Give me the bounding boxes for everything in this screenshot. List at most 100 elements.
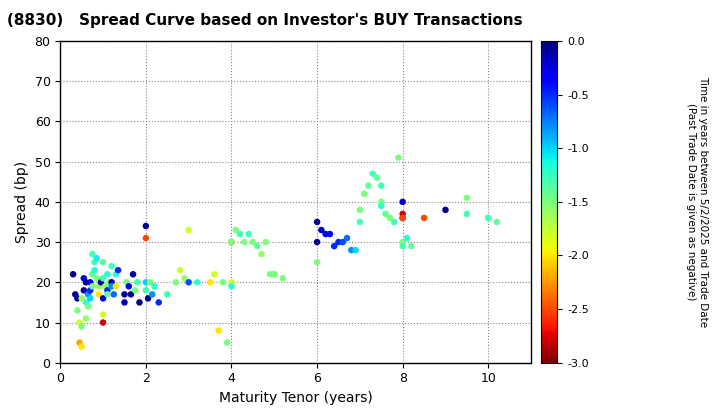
Point	[311, 239, 323, 245]
Point	[110, 283, 122, 290]
Point	[89, 267, 100, 273]
Point	[174, 267, 186, 273]
Point	[401, 235, 413, 242]
Point	[320, 231, 331, 237]
Point	[397, 239, 408, 245]
Point	[127, 271, 139, 278]
Point	[104, 279, 115, 286]
Point	[123, 283, 135, 290]
Point	[97, 295, 109, 302]
Point	[192, 279, 203, 286]
Point	[418, 215, 430, 221]
Point	[125, 291, 137, 298]
Point	[405, 243, 417, 249]
Point	[372, 174, 383, 181]
Point	[225, 239, 237, 245]
Point	[78, 275, 89, 282]
Y-axis label: Time in years between 5/2/2025 and Trade Date
(Past Trade Date is given as negat: Time in years between 5/2/2025 and Trade…	[686, 76, 708, 328]
Point	[376, 202, 387, 209]
Point	[225, 239, 237, 245]
Point	[277, 275, 289, 282]
Point	[337, 239, 348, 245]
Point	[130, 287, 141, 294]
Point	[225, 279, 237, 286]
Point	[93, 283, 104, 290]
Point	[311, 259, 323, 265]
Point	[354, 207, 366, 213]
Point	[315, 227, 327, 234]
Point	[99, 283, 111, 290]
Point	[106, 279, 117, 286]
Point	[346, 247, 357, 254]
Point	[140, 235, 152, 242]
Point	[134, 299, 145, 306]
Point	[84, 287, 96, 294]
Point	[269, 271, 280, 278]
Point	[86, 283, 98, 290]
Text: (8830)   Spread Curve based on Investor's BUY Transactions: (8830) Spread Curve based on Investor's …	[7, 13, 523, 28]
Point	[73, 319, 85, 326]
Point	[153, 299, 164, 306]
Point	[440, 207, 451, 213]
Point	[102, 291, 113, 298]
Point	[148, 283, 160, 290]
Point	[80, 279, 91, 286]
Point	[132, 279, 143, 286]
Point	[93, 291, 104, 298]
Point	[388, 218, 400, 225]
Point	[102, 287, 113, 294]
Point	[170, 279, 181, 286]
Point	[251, 243, 263, 249]
Point	[68, 271, 79, 278]
Point	[89, 259, 100, 265]
Point	[234, 231, 246, 237]
Point	[247, 239, 258, 245]
Point	[264, 271, 276, 278]
Point	[71, 307, 83, 314]
Point	[461, 210, 472, 217]
Point	[121, 279, 132, 286]
Point	[97, 319, 109, 326]
Point	[70, 291, 81, 298]
Point	[76, 295, 87, 302]
Point	[76, 323, 87, 330]
Point	[225, 283, 237, 290]
Point	[106, 263, 117, 270]
Point	[82, 291, 94, 298]
Point	[140, 223, 152, 229]
Point	[350, 247, 361, 254]
Point	[183, 227, 194, 234]
Point	[354, 218, 366, 225]
Point	[379, 210, 391, 217]
Point	[84, 295, 96, 302]
Point	[359, 190, 370, 197]
Point	[363, 182, 374, 189]
Point	[392, 154, 404, 161]
Point	[256, 251, 267, 257]
Point	[82, 303, 94, 310]
Point	[260, 239, 271, 245]
Point	[80, 299, 91, 306]
Point	[183, 279, 194, 286]
Point	[397, 215, 408, 221]
Point	[397, 215, 408, 221]
Point	[243, 231, 254, 237]
Point	[97, 259, 109, 265]
Y-axis label: Spread (bp): Spread (bp)	[15, 161, 29, 243]
Point	[397, 243, 408, 249]
Point	[102, 271, 113, 278]
Point	[397, 210, 408, 217]
Point	[110, 271, 122, 278]
Point	[119, 291, 130, 298]
Point	[384, 215, 395, 221]
Point	[161, 291, 173, 298]
Point	[217, 279, 229, 286]
Point	[147, 291, 158, 298]
Point	[179, 275, 190, 282]
Point	[143, 295, 154, 302]
Point	[238, 239, 250, 245]
Point	[222, 339, 233, 346]
Point	[376, 182, 387, 189]
Point	[86, 271, 98, 278]
Point	[324, 231, 336, 237]
